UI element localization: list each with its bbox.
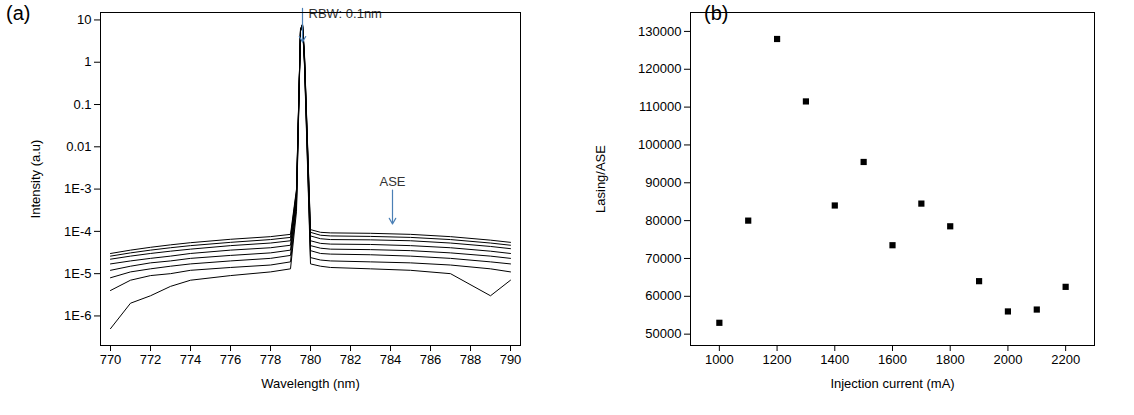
svg-text:2200: 2200 xyxy=(1051,352,1080,367)
html-text:(a): (a) xyxy=(6,2,31,24)
svg-text:776: 776 xyxy=(220,352,242,367)
svg-text:1E-3: 1E-3 xyxy=(64,181,91,196)
svg-text:RBW: 0.1nm: RBW: 0.1nm xyxy=(309,6,382,21)
svg-text:10: 10 xyxy=(77,12,91,27)
svg-text:1: 1 xyxy=(84,54,91,69)
svg-text:80000: 80000 xyxy=(645,213,681,228)
svg-text:1200: 1200 xyxy=(763,352,792,367)
svg-text:130000: 130000 xyxy=(638,24,681,39)
svg-text:ASE: ASE xyxy=(379,174,405,189)
svg-text:788: 788 xyxy=(460,352,482,367)
svg-text:782: 782 xyxy=(340,352,362,367)
svg-text:784: 784 xyxy=(380,352,402,367)
svg-text:0.01: 0.01 xyxy=(66,139,91,154)
svg-text:772: 772 xyxy=(140,352,162,367)
svg-text:770: 770 xyxy=(100,352,122,367)
svg-text:Injection current (mA): Injection current (mA) xyxy=(830,376,954,391)
svg-text:Wavelength (nm): Wavelength (nm) xyxy=(261,376,360,391)
svg-text:50000: 50000 xyxy=(645,326,681,341)
svg-text:100000: 100000 xyxy=(638,137,681,152)
svg-text:786: 786 xyxy=(420,352,442,367)
svg-text:1600: 1600 xyxy=(878,352,907,367)
svg-text:780: 780 xyxy=(300,352,322,367)
svg-text:90000: 90000 xyxy=(645,175,681,190)
svg-text:790: 790 xyxy=(500,352,522,367)
svg-text:1E-4: 1E-4 xyxy=(64,224,91,239)
svg-text:60000: 60000 xyxy=(645,288,681,303)
svg-text:1400: 1400 xyxy=(820,352,849,367)
svg-text:120000: 120000 xyxy=(638,61,681,76)
svg-text:1E-5: 1E-5 xyxy=(64,266,91,281)
svg-text:Intensity (a.u): Intensity (a.u) xyxy=(28,140,43,219)
html-text:(b): (b) xyxy=(704,2,729,24)
svg-text:Lasing/ASE: Lasing/ASE xyxy=(593,145,608,213)
svg-text:778: 778 xyxy=(260,352,282,367)
svg-text:1000: 1000 xyxy=(705,352,734,367)
svg-text:110000: 110000 xyxy=(639,99,681,114)
svg-text:1E-6: 1E-6 xyxy=(64,308,91,323)
svg-text:1800: 1800 xyxy=(936,352,965,367)
svg-text:2000: 2000 xyxy=(993,352,1022,367)
svg-text:0.1: 0.1 xyxy=(73,97,91,112)
svg-text:774: 774 xyxy=(180,352,202,367)
svg-text:70000: 70000 xyxy=(645,251,681,266)
